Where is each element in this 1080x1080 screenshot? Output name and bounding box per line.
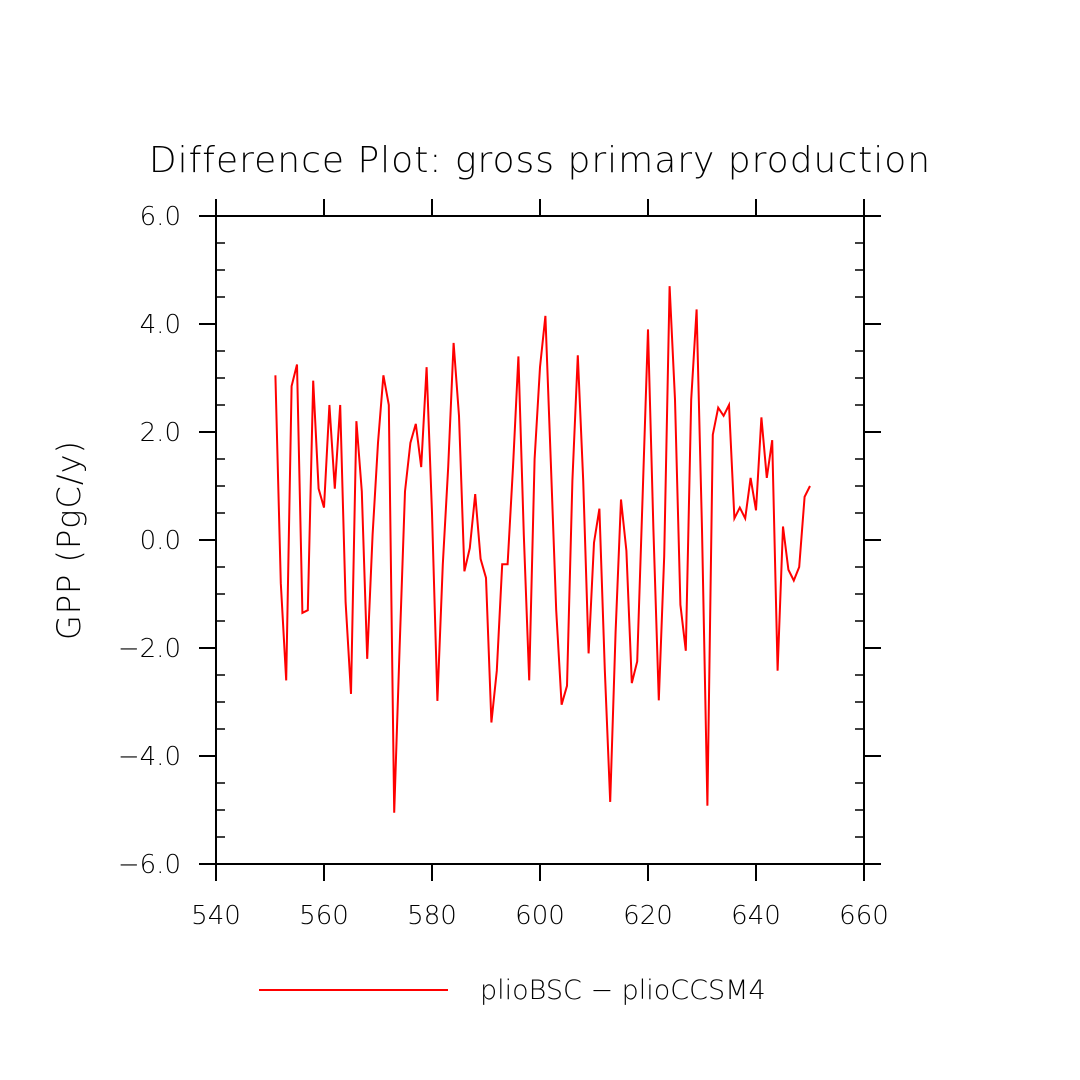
y-tick-label: 4.0	[140, 310, 181, 340]
y-tick-label: −6.0	[118, 850, 181, 880]
x-tick-label: 660	[839, 901, 889, 931]
plot-frame	[215, 215, 865, 865]
x-tick-label: 640	[731, 901, 781, 931]
x-tick-label: 620	[623, 901, 673, 931]
x-tick-label: 540	[191, 901, 241, 931]
x-tick-label: 580	[407, 901, 457, 931]
data-series	[274, 286, 811, 813]
legend: plioBSC − plioCCSM4	[259, 975, 766, 1006]
axis-ticks	[199, 199, 881, 881]
y-tick-label: 0.0	[140, 526, 181, 556]
legend-entry-label: plioBSC − plioCCSM4	[480, 975, 766, 1006]
x-tick-label: 600	[515, 901, 565, 931]
x-tick-label: 560	[299, 901, 349, 931]
y-tick-label: 2.0	[140, 418, 181, 448]
chart-title: Difference Plot: gross primary productio…	[149, 140, 931, 181]
y-tick-label: −2.0	[118, 634, 181, 664]
y-tick-label: −4.0	[118, 742, 181, 772]
series-line-0	[274, 286, 811, 813]
y-axis-label: GPP (PgC/y)	[50, 440, 88, 640]
axis-tick-labels: 540 560 580 600 620 640 660 −6.0 −4.0 −2.0 0.0 2.0 4…	[118, 202, 889, 931]
y-tick-label: 6.0	[140, 202, 181, 232]
